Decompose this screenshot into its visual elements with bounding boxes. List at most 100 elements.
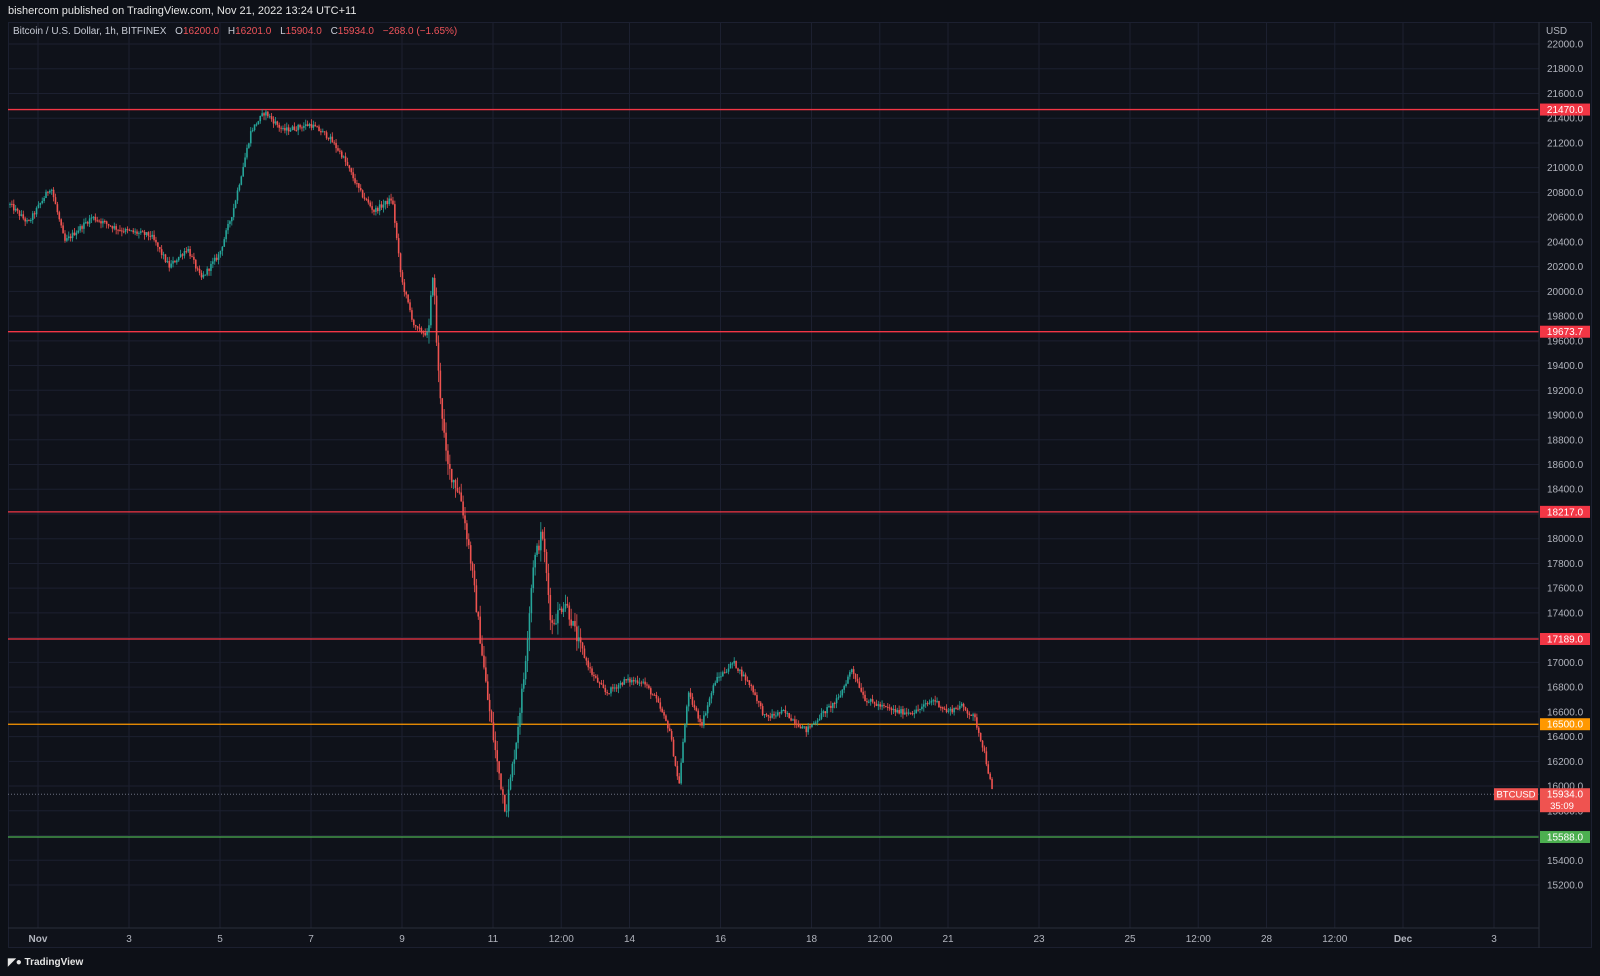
candle-body (902, 709, 904, 715)
price-badges: 21470.0 19673.7 18217.0 17189.0 16500.0 15588… (1494, 103, 1590, 844)
candle-body (170, 263, 172, 268)
y-tick-label: 20400.0 (1547, 237, 1584, 248)
candle-body (130, 230, 133, 232)
y-tick-label: 20000.0 (1547, 287, 1584, 298)
candle-body (560, 608, 563, 612)
candle-body (306, 124, 309, 127)
candle-body (585, 657, 588, 661)
candle-body (985, 751, 988, 765)
candle-body (380, 204, 383, 208)
candle-body (524, 661, 527, 680)
candle-body (839, 695, 842, 698)
x-tick-label: 12:00 (1322, 934, 1347, 945)
candle-body (322, 131, 324, 133)
candle-body (390, 198, 392, 201)
candle-body (885, 705, 887, 707)
candle-body (710, 693, 713, 699)
y-tick-label: 20600.0 (1547, 213, 1584, 224)
candle-body (11, 203, 13, 205)
candle-body (157, 242, 159, 247)
candle-body (735, 660, 737, 669)
candle-body (265, 111, 267, 116)
candle-body (886, 706, 889, 708)
y-tick-label: 20800.0 (1547, 188, 1584, 199)
candle-body (536, 545, 538, 555)
candle-body (354, 178, 356, 184)
candle-body (589, 667, 591, 669)
y-tick-label: 19000.0 (1547, 411, 1584, 422)
candle-body (938, 700, 940, 708)
candle-body (382, 204, 385, 208)
tradingview-logo[interactable]: ◤● TradingView (8, 957, 83, 968)
open-value: 16200.0 (182, 26, 220, 37)
candle-body (111, 226, 114, 229)
candle-body (704, 713, 707, 716)
candle-body (350, 168, 353, 173)
candle-body (52, 189, 55, 198)
candle-body (481, 643, 483, 656)
candle-body (223, 239, 226, 247)
candle-body (31, 213, 34, 221)
candle-body (818, 718, 821, 721)
candle-body (642, 681, 645, 683)
candle-body (549, 595, 552, 621)
candle-body (799, 726, 802, 729)
y-tick-label: 16600.0 (1547, 707, 1584, 718)
candle-body (606, 692, 608, 694)
candle-body (168, 261, 171, 268)
x-tick-label: 5 (217, 934, 223, 945)
candle-body (249, 131, 252, 144)
candle-body (274, 121, 277, 124)
candle-body (285, 127, 288, 131)
candle-body (257, 121, 260, 125)
candle-body (172, 260, 174, 264)
candle-body (253, 124, 256, 131)
candle-body (471, 563, 474, 571)
candle-body (659, 702, 662, 709)
candle-body (483, 655, 485, 668)
footer-bar (0, 948, 1600, 976)
candle-body (413, 319, 415, 326)
candle-body (138, 232, 140, 234)
candle-body (155, 239, 157, 243)
candle-body (299, 124, 301, 128)
candle-body (323, 131, 326, 133)
candle-body (850, 669, 853, 673)
candle-body (765, 714, 768, 716)
publisher-bar: bishercom published on TradingView.com, … (0, 0, 1600, 22)
candle-body (940, 707, 942, 709)
candle-body (492, 722, 495, 741)
candle-body (443, 418, 445, 433)
symbol-legend[interactable]: Bitcoin / U.S. Dollar, 1h, BITFINEX O162… (13, 25, 457, 39)
candle-body (847, 676, 849, 684)
candle-body (977, 727, 980, 733)
candle-body (856, 678, 859, 682)
candle-body (649, 688, 652, 695)
time-axis[interactable]: Nov 3 5 7 9 11 12:00 14 16 18 12:00 21 23 25 12:00 28 12… (8, 927, 1539, 945)
candle-body (450, 468, 453, 483)
candle-body (37, 204, 40, 208)
candle-body (623, 679, 626, 685)
chart-panel[interactable] (8, 22, 1592, 948)
candle-body (873, 701, 876, 704)
tradingview-brand: TradingView (24, 957, 84, 968)
y-tick-label: 18600.0 (1547, 460, 1584, 471)
y-tick-label: 17400.0 (1547, 608, 1584, 619)
candle-body (376, 207, 379, 212)
candle-body (263, 113, 265, 116)
candle-body (957, 708, 959, 710)
candle-body (837, 697, 840, 699)
candle-body (488, 699, 491, 712)
candle-body (680, 762, 682, 784)
close-key: C (330, 26, 338, 37)
candle-body (562, 608, 565, 612)
candle-body (670, 731, 673, 740)
candle-body (543, 538, 546, 552)
candle-body (814, 722, 817, 724)
candle-body (119, 230, 121, 232)
open-key: O (175, 26, 183, 37)
candle-body (888, 707, 891, 709)
candle-body (598, 682, 601, 684)
x-tick-label: Nov (29, 934, 48, 945)
